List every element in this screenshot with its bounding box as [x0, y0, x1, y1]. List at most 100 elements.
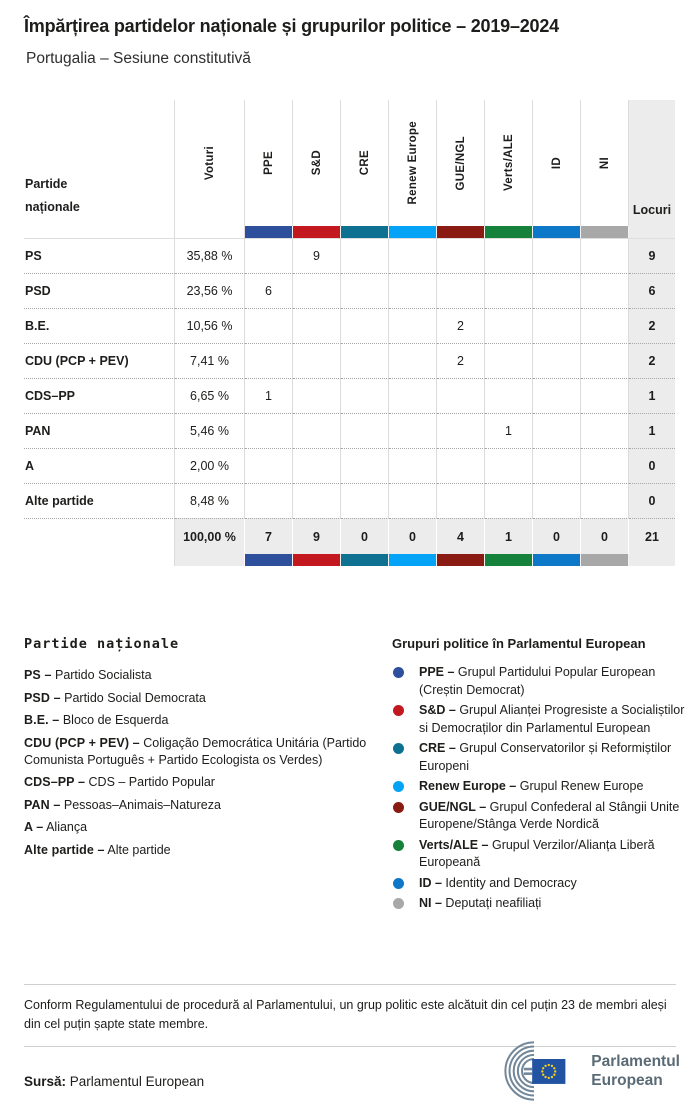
group-legend-name: Grupul Confederal al Stângii Unite Europ…	[419, 799, 680, 832]
seats-ppe: 1	[245, 378, 293, 413]
group-column-header-verts: Verts/ALE	[485, 100, 533, 226]
group-color-bar-sd	[293, 226, 341, 238]
seats-cre	[341, 273, 389, 308]
party-votes: 7,41 %	[175, 343, 245, 378]
seats-gue	[437, 413, 485, 448]
seats-renew	[389, 378, 437, 413]
seats-renew	[389, 238, 437, 273]
party-legend-name: Aliança	[46, 820, 88, 834]
party-legend-item: PSD – Partido Social Democrata	[24, 690, 374, 707]
seats-gue	[437, 448, 485, 483]
seats-id	[533, 378, 581, 413]
totals-verts: 1	[485, 518, 533, 554]
group-legend-item: PPE – Grupul Partidului Popular European…	[392, 664, 688, 699]
group-color-bar-bottom-cre	[341, 554, 389, 566]
group-column-header-label: ID	[550, 156, 563, 170]
totals-cre: 0	[341, 518, 389, 554]
ep-logo-wordmark: Parlamentul European	[591, 1053, 680, 1089]
seats-id	[533, 483, 581, 518]
party-name: B.E.	[24, 308, 175, 343]
ep-hemicycle-icon	[504, 1041, 566, 1101]
seats-ni	[581, 343, 629, 378]
seats-cre	[341, 483, 389, 518]
party-name: CDU (PCP + PEV)	[24, 343, 175, 378]
group-color-bar-bottom-renew	[389, 554, 437, 566]
seats-verts	[485, 308, 533, 343]
group-color-dot-icon	[393, 839, 404, 851]
votes-column-header-label: Voturi	[203, 145, 216, 181]
group-legend-name: Grupul Partidului Popular European (Creș…	[419, 665, 656, 697]
party-legend-item: CDS–PP – CDS – Partido Popular	[24, 774, 374, 791]
group-color-dot-icon	[393, 743, 404, 754]
seats-cre	[341, 343, 389, 378]
seats-column-background	[629, 554, 675, 566]
seats-renew	[389, 448, 437, 483]
seats-renew	[389, 273, 437, 308]
seats-ppe	[245, 413, 293, 448]
seats-gue	[437, 483, 485, 518]
party-legend-abbr: CDS–PP –	[24, 775, 86, 789]
party-legend-name: Coligação Democrática Unitária (Partido …	[24, 735, 367, 767]
party-name: CDS–PP	[24, 378, 175, 413]
group-legend-item: NI – Deputați neafiliați	[392, 895, 688, 913]
seats-sd: 9	[293, 238, 341, 273]
group-legend-name: Grupul Renew Europe	[519, 779, 644, 793]
party-name: PAN	[24, 413, 175, 448]
group-legend-item: S&D – Grupul Alianței Progresiste a Soci…	[392, 702, 688, 737]
seats-sd	[293, 273, 341, 308]
seats-sd	[293, 343, 341, 378]
group-legend-item: CRE – Grupul Conservatorilor și Reformiș…	[392, 740, 688, 775]
seats-gue	[437, 238, 485, 273]
seats-sd	[293, 448, 341, 483]
group-legend-name: Deputați neafiliați	[445, 896, 542, 910]
seats-cre	[341, 238, 389, 273]
party-total-seats: 2	[629, 343, 675, 378]
group-legend-abbr: Verts/ALE –	[419, 837, 489, 852]
totals-background	[175, 554, 245, 566]
group-column-header-cre: CRE	[341, 100, 389, 226]
seats-verts	[485, 238, 533, 273]
seats-ppe	[245, 238, 293, 273]
group-legend-abbr: NI –	[419, 896, 442, 910]
group-column-header-label: Renew Europe	[406, 121, 419, 205]
seats-ppe	[245, 343, 293, 378]
party-legend-abbr: PAN –	[24, 797, 61, 812]
party-column-header: Partide naționale	[24, 100, 175, 226]
party-legend-abbr: B.E. –	[24, 713, 60, 727]
group-legend-item: Verts/ALE – Grupul Verzilor/Alianța Libe…	[392, 837, 688, 872]
group-color-dot-icon	[393, 781, 404, 792]
group-color-dot-icon	[393, 801, 404, 813]
seats-column-header-label: Locuri	[632, 203, 672, 217]
seats-id	[533, 448, 581, 483]
group-color-bar-verts	[485, 226, 533, 238]
group-color-bar-bottom-ni	[581, 554, 629, 566]
seats-ni	[581, 448, 629, 483]
totals-sd: 9	[293, 518, 341, 554]
group-legend-items: PPE – Grupul Partidului Popular European…	[392, 664, 688, 913]
seats-column-background	[629, 226, 675, 238]
seats-ni	[581, 483, 629, 518]
group-legend-abbr: ID –	[419, 875, 442, 890]
seats-ppe	[245, 308, 293, 343]
party-legend-name: Bloco de Esquerda	[62, 713, 169, 727]
totals-seats: 21	[629, 518, 675, 554]
party-legend-abbr: PS –	[24, 668, 52, 682]
seats-cre	[341, 308, 389, 343]
group-legend-name: Identity and Democracy	[445, 875, 577, 890]
group-column-header-id: ID	[533, 100, 581, 226]
group-legend-item: ID – Identity and Democracy	[392, 875, 688, 893]
group-legend-abbr: CRE –	[419, 741, 456, 755]
party-total-seats: 2	[629, 308, 675, 343]
party-legend-item: CDU (PCP + PEV) – Coligação Democrática …	[24, 735, 374, 769]
seats-sd	[293, 378, 341, 413]
party-legend-name: CDS – Partido Popular	[88, 775, 215, 789]
party-legend: Partide naționale PS – Partido Socialist…	[24, 636, 374, 864]
group-color-dot-icon	[393, 877, 404, 889]
group-column-header-renew: Renew Europe	[389, 100, 437, 226]
divider-bottom	[24, 1046, 676, 1047]
seats-gue	[437, 273, 485, 308]
group-color-bar-bottom-gue	[437, 554, 485, 566]
group-column-header-gue: GUE/NGL	[437, 100, 485, 226]
group-color-dot-icon	[393, 705, 404, 716]
group-legend-abbr: PPE –	[419, 665, 455, 679]
